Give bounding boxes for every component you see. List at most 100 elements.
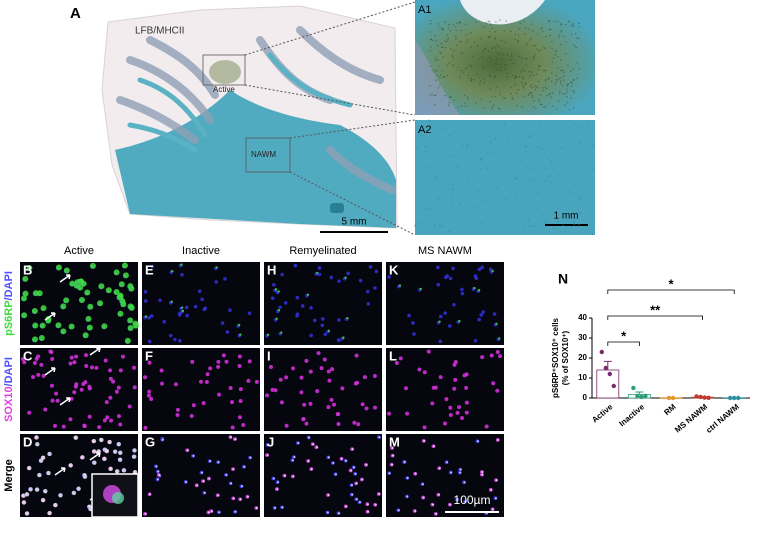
texture [452, 188, 454, 191]
texture [447, 27, 450, 29]
inset-ventricle [460, 0, 545, 25]
signal [35, 442, 40, 447]
texture [570, 81, 572, 83]
row-label-part: /DAPI [3, 357, 15, 386]
texture [441, 153, 444, 156]
nucleus [173, 382, 178, 387]
texture [477, 190, 480, 193]
texture [514, 75, 517, 77]
texture [414, 224, 417, 226]
texture [538, 65, 540, 67]
nucleus [191, 403, 196, 408]
signal [406, 477, 409, 480]
texture [567, 83, 570, 85]
nucleus [53, 423, 58, 428]
texture [536, 48, 538, 50]
nucleus [426, 349, 431, 354]
texture [429, 120, 432, 122]
nucleus [268, 364, 273, 369]
zoom-line [244, 1, 416, 56]
texture [560, 43, 562, 46]
nucleus [443, 311, 447, 315]
nucleus [175, 413, 180, 418]
nucleus [417, 367, 422, 372]
texture [543, 46, 545, 49]
texture [465, 105, 467, 108]
texture [500, 140, 503, 143]
texture [449, 29, 452, 32]
texture [452, 65, 454, 67]
nucleus [149, 396, 154, 401]
signal [97, 300, 104, 307]
nucleus [69, 355, 74, 360]
nucleus [438, 314, 443, 319]
zoom-line [289, 119, 416, 139]
texture [545, 78, 547, 81]
texture [515, 197, 518, 199]
texture [570, 24, 572, 27]
nucleus [412, 332, 416, 336]
texture [538, 98, 541, 101]
nucleus [498, 354, 503, 359]
texture [522, 75, 524, 78]
nucleus [118, 422, 123, 427]
significance-label: ** [650, 302, 661, 317]
texture [506, 75, 509, 78]
texture [534, 88, 537, 91]
panel-label: L [389, 348, 397, 363]
nucleus [291, 366, 296, 371]
signal [494, 497, 497, 500]
texture [499, 92, 501, 94]
texture [481, 65, 484, 68]
texture [533, 225, 536, 228]
texture [505, 20, 507, 22]
texture [504, 41, 506, 43]
signal [337, 512, 340, 515]
arrow [89, 347, 101, 356]
texture [565, 41, 568, 43]
nucleus [299, 375, 304, 380]
signal [473, 286, 476, 290]
texture [487, 50, 490, 52]
texture [557, 20, 559, 22]
signal [267, 443, 270, 446]
texture [556, 80, 558, 82]
texture [551, 167, 554, 170]
texture [531, 96, 533, 99]
texture [533, 106, 535, 108]
texture [446, 74, 448, 77]
texture [450, 48, 452, 50]
texture [503, 63, 506, 66]
texture [525, 82, 527, 84]
signal [115, 469, 120, 474]
nucleus [453, 377, 458, 382]
texture [432, 39, 434, 42]
nucleus [114, 389, 119, 394]
nucleus [180, 272, 184, 277]
texture [482, 50, 484, 52]
texture [448, 134, 451, 137]
texture [494, 37, 497, 39]
nucleus [474, 276, 479, 281]
texture [547, 175, 550, 178]
scale-label: 5 mm [342, 217, 367, 228]
data-point [706, 395, 711, 400]
signal [421, 483, 424, 486]
signal [108, 466, 113, 472]
texture [494, 75, 496, 77]
texture [458, 202, 461, 205]
signal [107, 439, 112, 445]
texture [496, 86, 498, 88]
texture [457, 171, 460, 174]
signal [353, 466, 356, 469]
nucleus [49, 383, 54, 388]
nucleus [143, 375, 148, 380]
texture [493, 103, 495, 106]
texture [501, 59, 503, 61]
texture [436, 70, 438, 72]
signal [361, 478, 364, 481]
texture [511, 98, 514, 100]
nucleus [221, 353, 226, 358]
texture [556, 108, 558, 110]
